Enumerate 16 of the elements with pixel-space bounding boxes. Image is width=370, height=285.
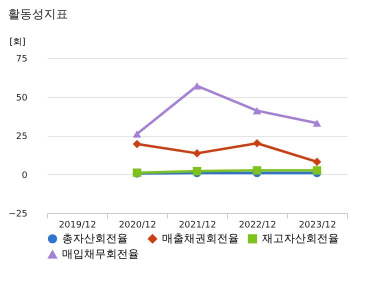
legend-label: 총자산회전율 (62, 232, 128, 245)
x-tick-label: 2020/12 (118, 220, 156, 230)
legend-label: 재고자산회전율 (262, 232, 339, 245)
y-tick-label: 0 (22, 170, 28, 181)
x-tick-label: 2023/12 (298, 220, 336, 230)
y-tick-label: 75 (16, 54, 28, 64)
legend-label: 매입채무회전율 (62, 248, 139, 260)
x-tick-label: 2022/12 (238, 220, 276, 230)
y-tick-label: 50 (16, 93, 28, 104)
x-tick-label: 2019/12 (58, 220, 96, 230)
chart-title: 활동성지표 (8, 7, 68, 21)
y-tick-label: 25 (16, 132, 28, 142)
x-tick-label: 2021/12 (178, 220, 216, 230)
y-tick-label: −25 (8, 210, 28, 220)
y-axis-title: [회] (10, 38, 26, 48)
legend-label: 매출채권회전율 (162, 232, 239, 245)
